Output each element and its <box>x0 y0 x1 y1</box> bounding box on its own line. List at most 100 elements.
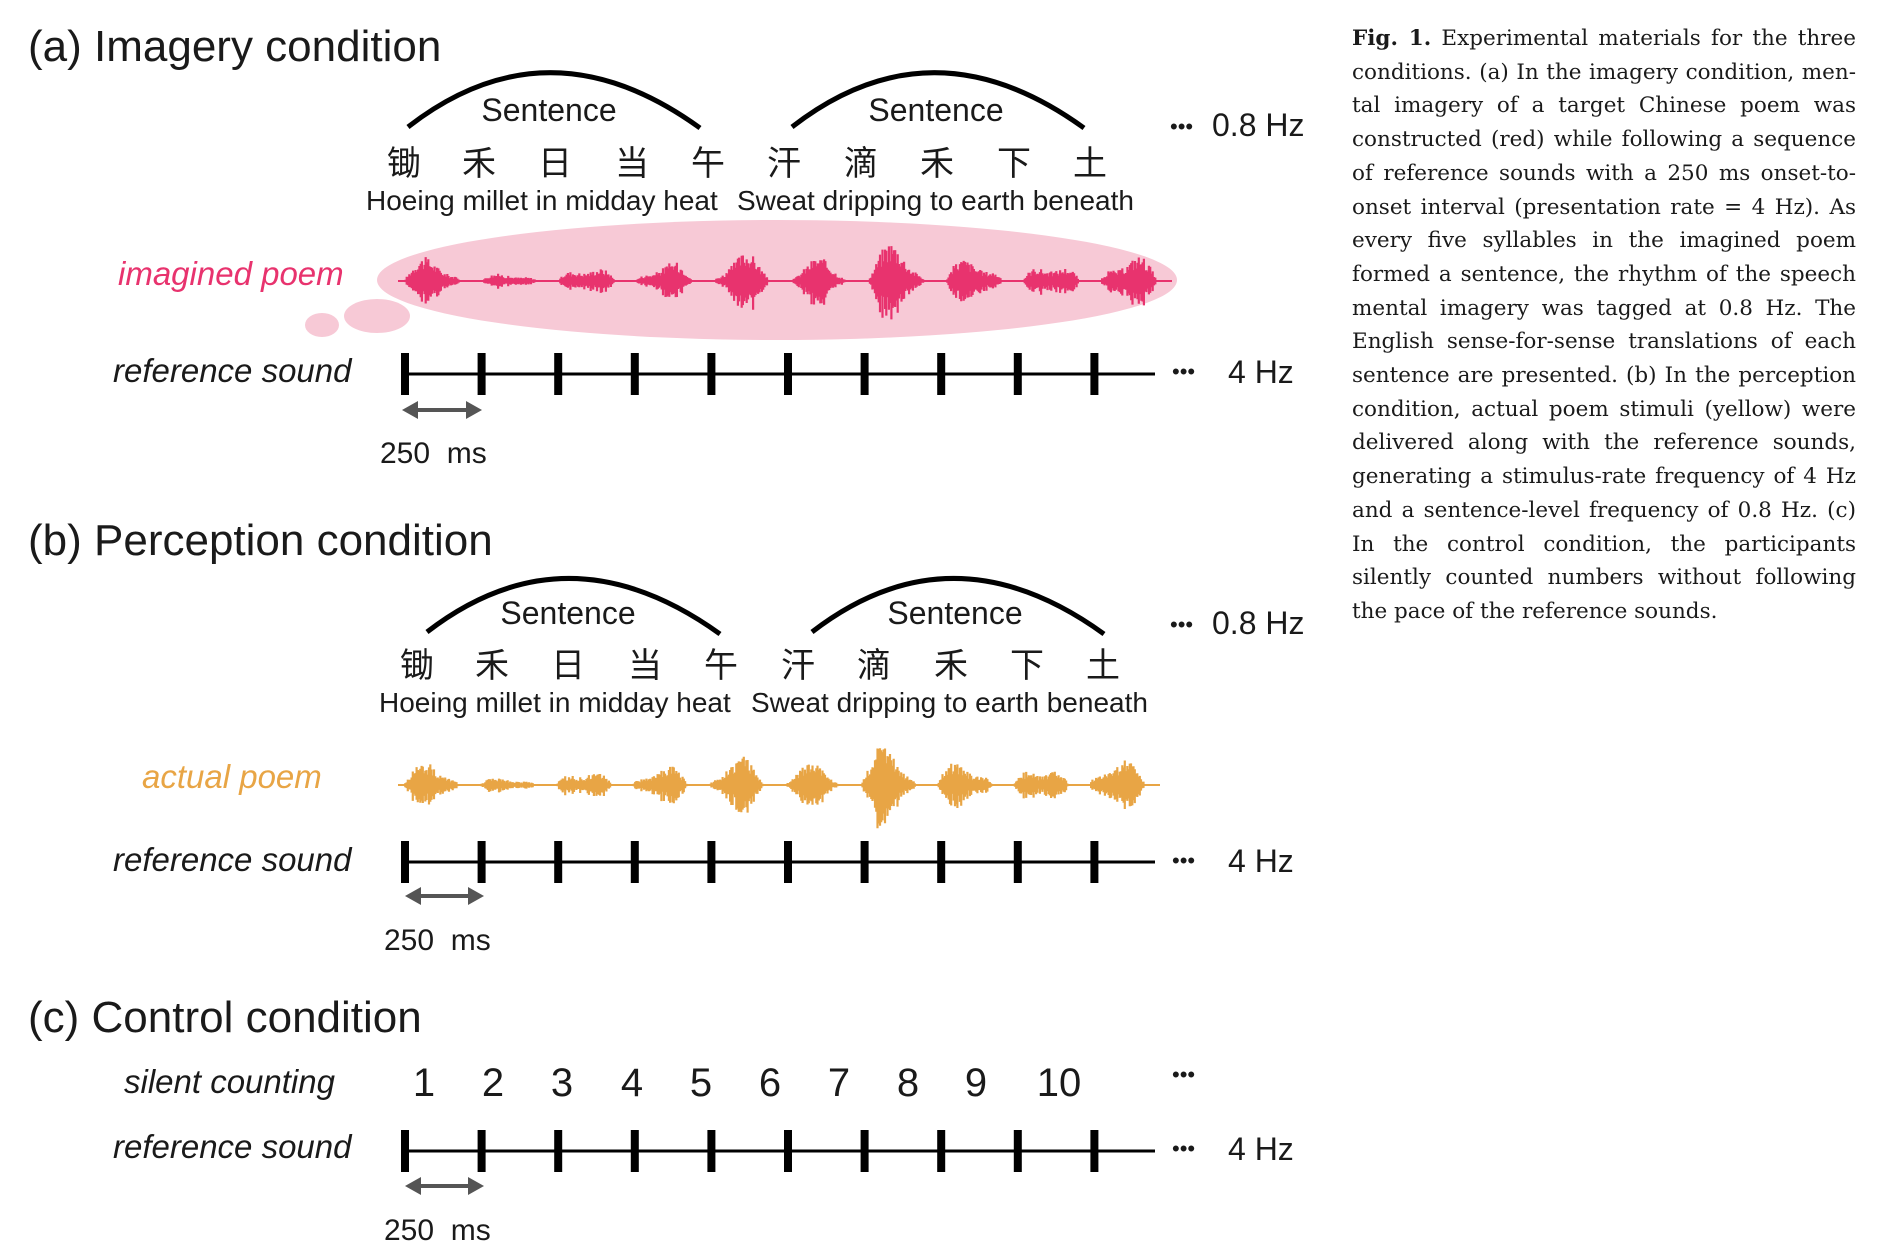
sentence-arc-1 <box>425 576 722 637</box>
count-number: 5 <box>690 1061 712 1105</box>
reference-tick <box>707 353 716 395</box>
poem-character: 土 <box>1086 647 1120 685</box>
sentence-arc-2 <box>790 70 1086 131</box>
translation-1: Hoeing millet in midday heat <box>379 687 731 718</box>
syllable-waveform <box>1090 760 1145 809</box>
translation-2: Sweat dripping to earth beneath <box>751 687 1148 718</box>
syllable-waveform <box>1013 771 1069 799</box>
reference-sound-timeline <box>401 841 1155 883</box>
silent-counting-label: silent counting <box>124 1063 336 1100</box>
syllable-waveform <box>709 756 764 813</box>
sentence-arc-1 <box>406 70 702 131</box>
count-number: 1 <box>413 1061 435 1105</box>
imagined-poem-label: imagined poem <box>118 255 344 292</box>
ellipsis-icon: ••• <box>1172 1062 1195 1087</box>
reference-tick <box>707 841 716 883</box>
count-number: 9 <box>965 1061 987 1105</box>
syllable-waveform <box>1101 257 1157 306</box>
syllable-waveform <box>1023 269 1079 295</box>
poem-characters: 锄 禾 日 当 午 汗 滴 禾 下 土 <box>400 647 1120 685</box>
syllable-waveform <box>404 257 460 304</box>
syllable-waveform <box>861 748 916 829</box>
reference-tick <box>707 1130 716 1172</box>
syllable-waveform <box>556 774 612 796</box>
poem-character: 土 <box>1073 145 1107 183</box>
translation-1: Hoeing millet in midday heat <box>366 185 718 216</box>
syllable-waveform <box>404 764 459 805</box>
reference-sound-timeline <box>401 1130 1155 1172</box>
sentence-rate-label: 0.8 Hz <box>1212 107 1304 143</box>
reference-rate: ••• 4 Hz <box>1172 354 1294 390</box>
sentence-rate: ••• 0.8 Hz <box>1170 107 1304 143</box>
reference-tick <box>401 353 409 395</box>
reference-tick <box>554 353 563 395</box>
sentence-rate-label: 0.8 Hz <box>1212 605 1304 641</box>
poem-character: 日 <box>538 145 572 183</box>
sentence-label-1: Sentence <box>481 92 616 128</box>
poem-character: 滴 <box>857 647 891 685</box>
reference-tick <box>630 353 639 395</box>
count-number: 2 <box>482 1061 504 1105</box>
syllable-waveform <box>714 255 770 310</box>
interval-arrow <box>402 401 482 419</box>
ellipsis-icon: ••• <box>1172 848 1195 873</box>
poem-character: 锄 <box>387 145 421 183</box>
panel-c: (c) Control condition silent counting 1 … <box>28 993 1294 1247</box>
reference-tick <box>860 841 869 883</box>
reference-tick <box>937 353 946 395</box>
poem-character: 当 <box>628 647 662 685</box>
poem-character: 禾 <box>920 145 954 183</box>
interval-label: 250 ms <box>384 1214 491 1247</box>
count-number: 10 <box>1037 1061 1082 1105</box>
poem-character: 当 <box>615 145 649 183</box>
reference-sound-timeline <box>401 353 1155 395</box>
reference-tick <box>477 1130 486 1172</box>
interval-label: 250 ms <box>384 924 491 957</box>
reference-tick <box>784 1130 792 1172</box>
poem-character: 禾 <box>475 647 509 685</box>
poem-characters: 锄 禾 日 当 午 汗 滴 禾 下 土 <box>387 145 1107 183</box>
reference-sound-label: reference sound <box>113 841 353 878</box>
reference-sound-label: reference sound <box>113 1128 353 1165</box>
reference-tick <box>1013 353 1022 395</box>
reference-tick <box>630 841 639 883</box>
figure-caption: Fig. 1. Experimental materials for the t… <box>1352 22 1856 629</box>
poem-character: 午 <box>691 145 725 183</box>
reference-tick <box>401 1130 409 1172</box>
syllable-waveform <box>636 262 692 298</box>
reference-rate-label: 4 Hz <box>1228 354 1294 390</box>
poem-character: 下 <box>997 145 1031 183</box>
reference-tick <box>477 353 486 395</box>
reference-tick <box>630 1130 639 1172</box>
caption-label: Fig. 1. <box>1352 26 1432 51</box>
syllable-waveform <box>868 246 925 320</box>
count-number: 3 <box>551 1061 573 1105</box>
poem-character: 汗 <box>781 647 815 685</box>
reference-tick <box>1013 841 1022 883</box>
syllable-waveform <box>480 778 535 793</box>
interval-arrow <box>405 1177 484 1195</box>
reference-rate-label: 4 Hz <box>1228 843 1294 879</box>
reference-tick <box>477 841 486 883</box>
sentence-rate: ••• 0.8 Hz <box>1170 605 1304 641</box>
panel-c-title: (c) Control condition <box>28 993 422 1042</box>
poem-character: 滴 <box>844 145 878 183</box>
caption-text: Experimental materials for the three con… <box>1352 26 1856 624</box>
reference-rate: ••• 4 Hz <box>1172 1131 1294 1167</box>
syllable-waveform <box>785 764 840 805</box>
reference-tick <box>1013 1130 1022 1172</box>
reference-tick <box>1090 353 1099 395</box>
ellipsis-icon: ••• <box>1170 114 1193 139</box>
count-number: 8 <box>897 1061 919 1105</box>
counting-numbers: 1 2 3 4 5 6 7 8 9 10 <box>413 1061 1081 1105</box>
poem-character: 禾 <box>934 647 968 685</box>
sentence-label-2: Sentence <box>887 595 1022 631</box>
poem-character: 禾 <box>462 145 496 183</box>
syllable-waveform <box>791 259 847 305</box>
syllable-waveform <box>559 269 615 293</box>
syllable-waveform <box>481 273 538 289</box>
panel-a-title: (a) Imagery condition <box>28 22 441 71</box>
reference-tick <box>784 841 792 883</box>
actual-poem-waveform <box>398 748 1160 829</box>
